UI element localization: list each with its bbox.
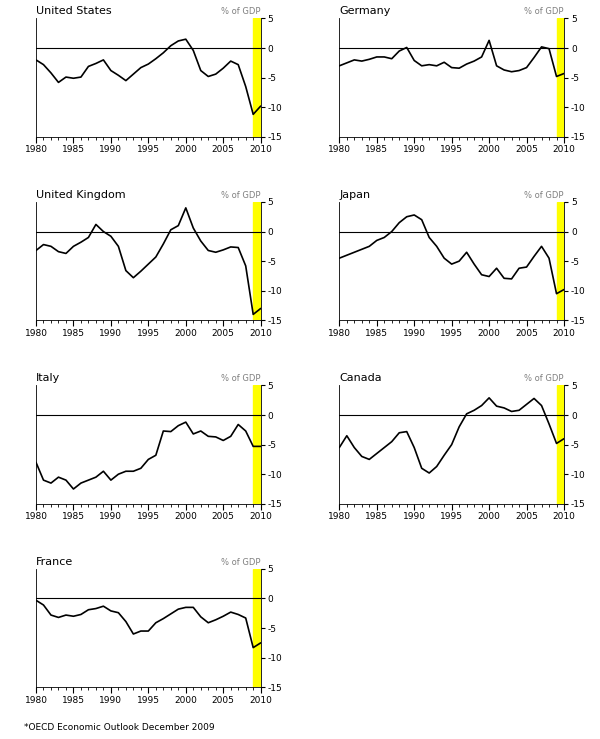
- Bar: [557, 18, 571, 137]
- Text: % of GDP: % of GDP: [524, 374, 564, 383]
- Bar: [253, 18, 268, 137]
- Text: Italy: Italy: [36, 373, 60, 384]
- Bar: [557, 386, 571, 504]
- Text: % of GDP: % of GDP: [221, 191, 260, 200]
- Bar: [253, 569, 268, 687]
- Bar: [253, 386, 268, 504]
- Bar: [253, 202, 268, 320]
- Text: *OECD Economic Outlook December 2009: *OECD Economic Outlook December 2009: [24, 723, 215, 732]
- Text: % of GDP: % of GDP: [524, 191, 564, 200]
- Text: % of GDP: % of GDP: [524, 7, 564, 16]
- Text: United States: United States: [36, 7, 112, 16]
- Text: % of GDP: % of GDP: [221, 374, 260, 383]
- Text: United Kingdom: United Kingdom: [36, 190, 125, 200]
- Bar: [557, 202, 571, 320]
- Text: % of GDP: % of GDP: [221, 557, 260, 567]
- Text: % of GDP: % of GDP: [221, 7, 260, 16]
- Text: France: France: [36, 556, 73, 567]
- Text: Germany: Germany: [340, 7, 391, 16]
- Text: Canada: Canada: [340, 373, 382, 384]
- Text: Japan: Japan: [340, 190, 370, 200]
